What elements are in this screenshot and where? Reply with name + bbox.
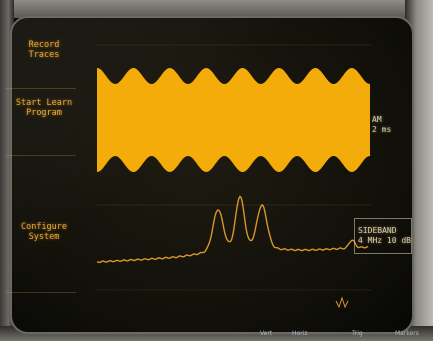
softkey-record-traces[interactable]: Record Traces — [28, 40, 60, 60]
sideband-readout-box — [354, 218, 412, 254]
softkey-divider — [6, 155, 76, 156]
footer-trig[interactable]: Trig — [352, 330, 363, 337]
sideband-label: SIDEBAND — [358, 226, 397, 235]
am-label: AM — [372, 115, 382, 124]
marker-glyph — [335, 296, 349, 309]
footer-horiz[interactable]: Horiz — [292, 330, 308, 337]
sideband-value: 4 MHz 10 dB — [358, 236, 411, 245]
softkey-start-learn-program[interactable]: Start Learn Program — [15, 98, 73, 118]
footer-markers[interactable]: Markers — [395, 330, 419, 337]
softkey-configure-system[interactable]: Configure System — [20, 222, 68, 242]
softkey-divider — [6, 292, 76, 293]
am-value: 2 ms — [372, 125, 392, 134]
bezel-top — [0, 0, 433, 18]
spectrum-trace — [96, 195, 369, 264]
am-modulated-trace — [97, 68, 370, 172]
softkey-divider — [6, 88, 76, 89]
footer-vert[interactable]: Vert — [260, 330, 273, 337]
